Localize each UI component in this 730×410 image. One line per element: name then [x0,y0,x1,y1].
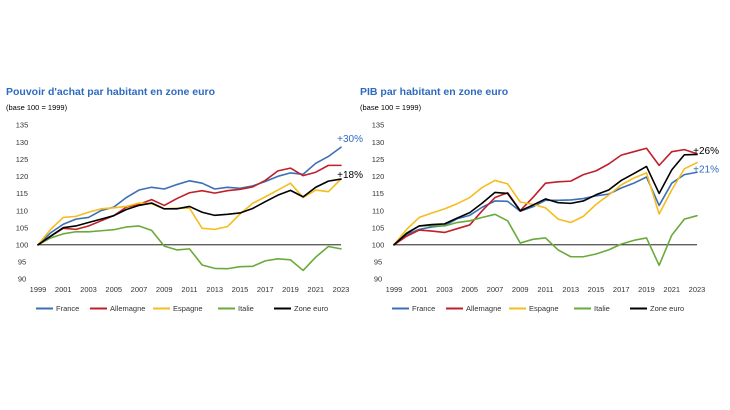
annotation-label: +30% [337,134,363,145]
y-tick-label: 120 [372,172,385,181]
chart-subtitle: (base 100 = 1999) [360,103,422,112]
x-tick-label: 1999 [386,285,403,294]
series-line-italie [37,225,342,272]
y-axis-ticks: 135 130 125 120 115 110 105 100 95 90 [16,121,29,284]
series-line-espagne [393,161,698,246]
legend-label: Italie [594,304,610,313]
y-tick-label: 100 [16,240,29,249]
legend-label: Zone euro [650,304,684,313]
x-tick-label: 2011 [181,285,197,294]
series-line-zone-euro [37,178,342,246]
x-tick-label: 2001 [411,285,428,294]
y-tick-label: 95 [374,258,382,267]
annotation-label: +18% [337,170,363,181]
y-tick-label: 105 [372,223,385,232]
annotations: +26% +21% [693,146,719,175]
legend-label: Espagne [529,304,559,313]
legend-label: Allemagne [466,304,501,313]
y-tick-label: 90 [374,275,382,284]
legend-label: Espagne [173,304,203,313]
x-tick-label: 2005 [461,285,478,294]
y-axis-ticks: 135 130 125 120 115 110 105 100 95 90 [372,121,385,284]
chart-title: PIB par habitant en zone euro [360,86,508,98]
y-tick-label: 135 [16,121,29,130]
y-tick-label: 120 [16,172,29,181]
legend-label: Allemagne [110,304,145,313]
y-tick-label: 125 [372,155,385,164]
y-tick-label: 95 [18,258,26,267]
x-tick-label: 2013 [562,285,579,294]
y-tick-label: 130 [16,138,29,147]
annotation-label: +21% [693,164,719,175]
chart-pouvoir-achat: Pouvoir d'achat par habitant en zone eur… [6,86,363,313]
x-tick-label: 2009 [156,285,173,294]
x-tick-label: 2001 [55,285,72,294]
x-axis-ticks: 1999 2001 2003 2005 2007 2009 2011 2013 2015 2017… [386,285,706,294]
x-tick-label: 2017 [613,285,630,294]
x-tick-label: 2015 [232,285,249,294]
x-tick-label: 2011 [537,285,553,294]
x-tick-label: 2007 [131,285,148,294]
y-tick-label: 90 [18,275,26,284]
x-tick-label: 1999 [30,285,47,294]
series-lines [37,146,342,272]
chart-subtitle: (base 100 = 1999) [6,103,68,112]
y-tick-label: 125 [16,155,29,164]
series-line-allemagne [393,147,698,246]
y-tick-label: 115 [372,189,384,198]
x-tick-label: 2023 [689,285,706,294]
y-tick-label: 135 [372,121,385,130]
legend-label: France [412,304,435,313]
y-tick-label: 115 [16,189,28,198]
x-tick-label: 2003 [80,285,97,294]
x-tick-label: 2003 [436,285,453,294]
x-tick-label: 2021 [307,285,324,294]
y-tick-label: 110 [16,206,28,215]
chart-pib: PIB par habitant en zone euro (base 100 … [360,86,719,313]
series-line-zone-euro [393,153,698,246]
annotation-label: +26% [693,146,719,157]
x-tick-label: 2023 [333,285,350,294]
x-tick-label: 2015 [588,285,605,294]
x-tick-label: 2007 [487,285,504,294]
legend: France Allemagne Espagne Italie Zone euro [36,304,328,313]
x-tick-label: 2019 [282,285,299,294]
legend-label: Italie [238,304,254,313]
annotations: +30% +18% [337,134,363,181]
chart-title: Pouvoir d'achat par habitant en zone eur… [6,86,215,98]
y-tick-label: 130 [372,138,385,147]
series-line-italie [393,213,698,267]
series-line-france [37,146,342,246]
x-tick-label: 2021 [663,285,680,294]
x-tick-label: 2019 [638,285,655,294]
x-tick-label: 2005 [105,285,122,294]
y-tick-label: 110 [372,206,384,215]
legend: France Allemagne Espagne Italie Zone euro [392,304,684,313]
y-tick-label: 100 [372,240,385,249]
series-line-espagne [37,178,342,246]
y-tick-label: 105 [16,223,29,232]
legend-label: Zone euro [294,304,328,313]
x-tick-label: 2013 [206,285,223,294]
series-lines [393,147,698,267]
series-line-allemagne [37,164,342,246]
legend-label: France [56,304,79,313]
x-tick-label: 2017 [257,285,274,294]
x-axis-ticks: 1999 2001 2003 2005 2007 2009 2011 2013 2015 2017… [30,285,350,294]
x-tick-label: 2009 [512,285,529,294]
